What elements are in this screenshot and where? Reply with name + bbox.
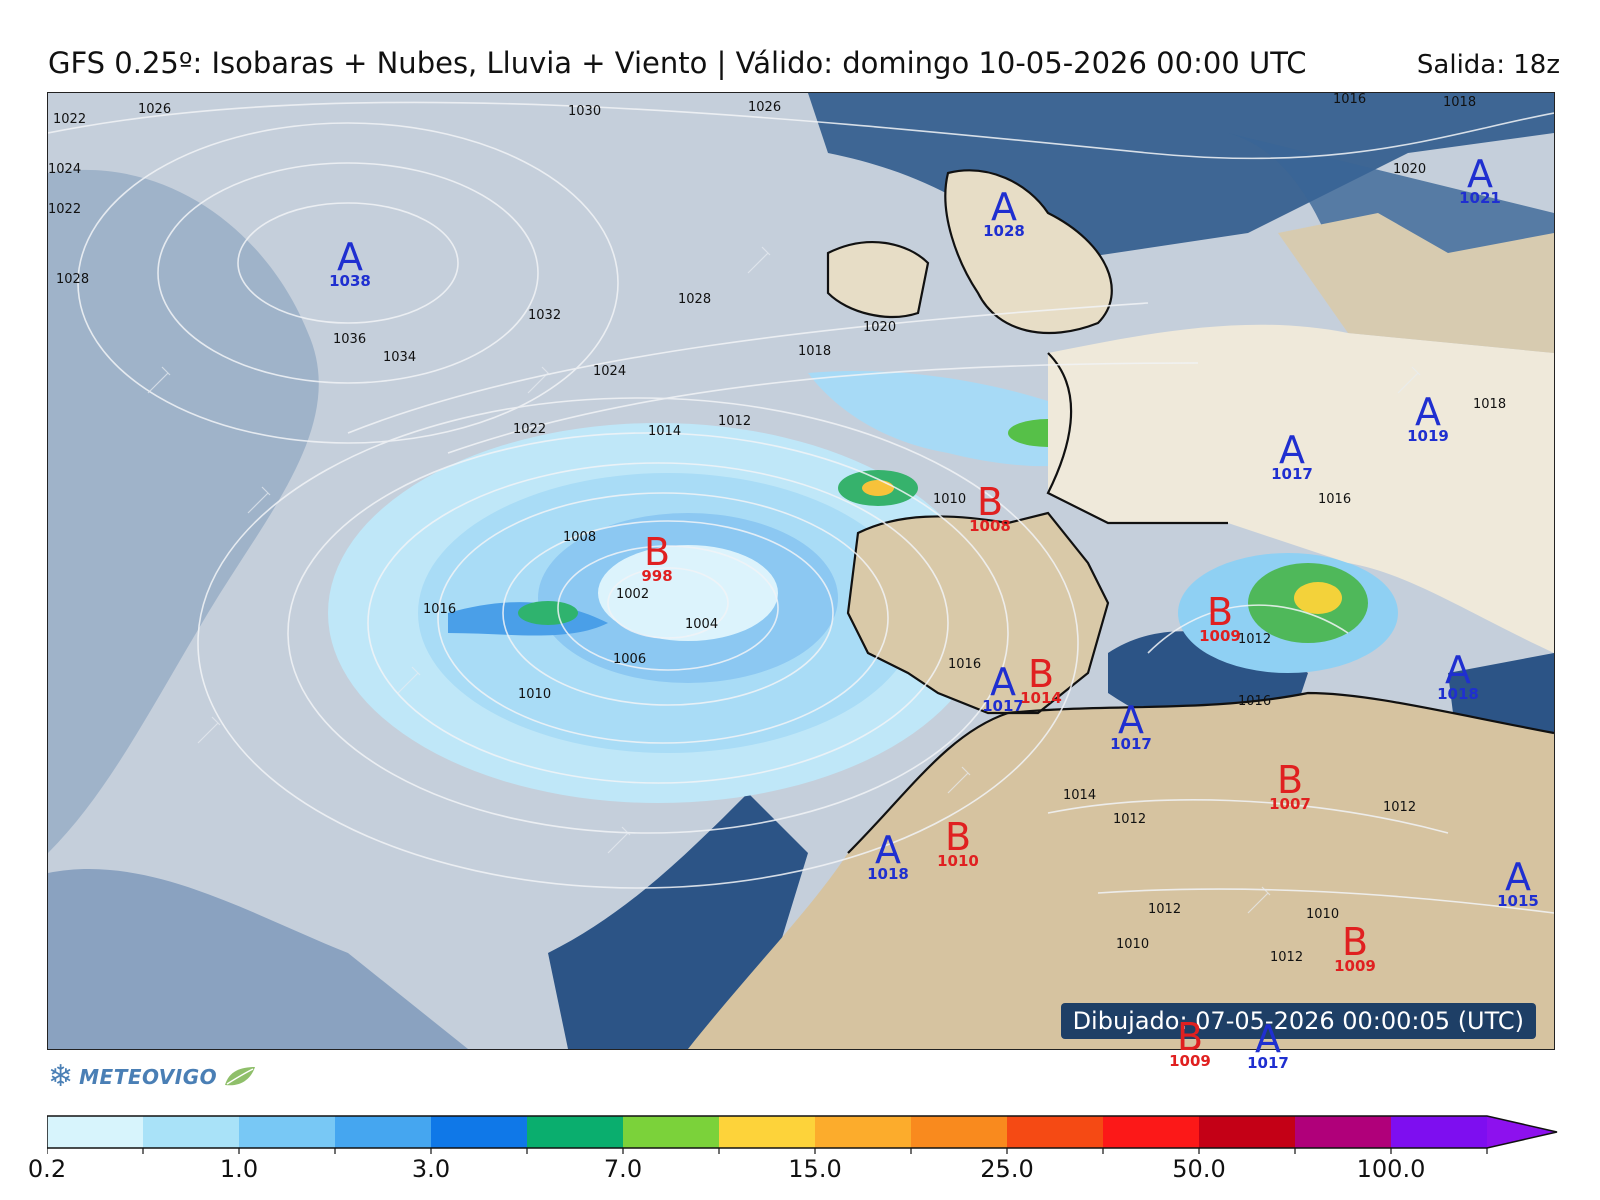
isobar-label: 1012 [1148,902,1181,917]
isobar-label: 1012 [1270,950,1303,965]
colorbar-cell [623,1116,719,1148]
high-pressure-center: A 1017 [1271,428,1313,483]
isobar-label: 1010 [933,492,966,507]
isobar-label: 1024 [48,162,81,177]
high-pressure-center: A 1018 [1437,648,1479,703]
low-pressure-center: B 1014 [1020,652,1062,707]
colorbar-cell [1007,1116,1103,1148]
colorbar-cell [1199,1116,1295,1148]
colorbar-extend-arrow [1487,1116,1557,1148]
high-pressure-center: A 1018 [867,828,909,883]
isobar-label: 1022 [48,202,81,217]
colorbar-cell [527,1116,623,1148]
low-pressure-center: B 1009 [1334,920,1376,975]
low-pressure-center: B 1009 [1169,1015,1211,1070]
isobar-label: 1016 [1318,492,1351,507]
map-canvas: 1022 1026 1030 1026 1022 1024 1028 1034 … [48,93,1554,1049]
isobar-label: 1016 [948,657,981,672]
high-pressure-center: A 1028 [983,185,1025,240]
low-pressure-center: B 1009 [1199,590,1241,645]
snowflake-icon: ❄ [48,1059,74,1094]
isobar-label: 1002 [616,587,649,602]
leaf-icon [225,1067,256,1086]
low-pressure-center: B 998 [641,530,673,585]
high-pressure-center: A 1021 [1459,152,1501,207]
low-pressure-center: B 1007 [1269,758,1311,813]
isobar-label: 1022 [53,112,86,127]
colorbar-cell [1295,1116,1391,1148]
meteovigo-logo: ❄ METEOVIGO [48,1062,257,1092]
colorbar-cell [815,1116,911,1148]
colorbar-tick-label: 7.0 [603,1155,643,1183]
colorbar-cell [47,1116,143,1148]
isobar-label: 1012 [1238,632,1271,647]
isobar-label: 1012 [718,414,751,429]
isobar-label: 1004 [685,617,718,632]
isobar-label: 1026 [748,100,781,115]
isobar-label: 1018 [1473,397,1506,412]
isobar-label: 1016 [1333,93,1366,107]
colorbar-tick-label: 100.0 [1356,1155,1426,1183]
drawn-timestamp: Dibujado: 07-05-2026 00:00:05 (UTC) [1060,1003,1536,1039]
colorbar-tick-label: 15.0 [788,1155,842,1183]
isobar-label: 1012 [1113,812,1146,827]
isobar-label: 1020 [1393,162,1426,177]
isobar-label: 1024 [593,364,626,379]
colorbar-tick-label: 25.0 [980,1155,1034,1183]
colorbar-cell [1391,1116,1487,1148]
colorbar-cell [1103,1116,1199,1148]
isobar-label: 1010 [1306,907,1339,922]
colorbar-tick-label: 3.0 [411,1155,451,1183]
colorbar-cell [335,1116,431,1148]
isobar-label: 1012 [1383,800,1416,815]
isobar-label: 1010 [518,687,551,702]
isobar-label: 1032 [528,308,561,323]
isobar-label: 1036 [333,332,366,347]
colorbar-tick-label: 1.0 [219,1155,259,1183]
colorbar-tick-label: 50.0 [1172,1155,1226,1183]
isobar-label: 1020 [863,320,896,335]
high-pressure-center: A 1038 [329,235,371,290]
isobar-label: 1016 [1238,694,1271,709]
colorbar-cell [431,1116,527,1148]
isobar-label: 1026 [138,102,171,117]
model-run-label: Salida: 18z [1416,50,1560,80]
isobar-label: 1016 [423,602,456,617]
isobar-label: 1028 [678,292,711,307]
isobar-label: 1018 [798,344,831,359]
isobar-label: 1022 [513,422,546,437]
isobar-label: 1028 [56,272,89,287]
isobar-label: 1034 [383,350,416,365]
isobar-label: 1008 [563,530,596,545]
high-pressure-center: A 1015 [1497,855,1539,910]
colorbar-cell [143,1116,239,1148]
map-title: GFS 0.25º: Isobaras + Nubes, Lluvia + Vi… [48,46,1307,80]
high-pressure-center: A 1017 [982,660,1024,715]
colorbar-tick-label: 0.2 [27,1155,67,1183]
isobar-label: 1014 [648,424,681,439]
colorbar-cell [911,1116,1007,1148]
isobar-label: 1006 [613,652,646,667]
weather-map: 1022 1026 1030 1026 1022 1024 1028 1034 … [47,92,1555,1050]
isobar-label: 1030 [568,104,601,119]
high-pressure-center: A 1019 [1407,390,1449,445]
isobar-label: 1014 [1063,788,1096,803]
low-pressure-center: B 1008 [969,480,1011,535]
high-pressure-center: A 1017 [1247,1017,1289,1072]
isobar-label: 1018 [1443,95,1476,110]
low-pressure-center: B 1010 [937,815,979,870]
colorbar-cell [239,1116,335,1148]
precipitation-colorbar [47,1115,1558,1154]
high-pressure-center: A 1017 [1110,698,1152,753]
isobar-label: 1010 [1116,937,1149,952]
colorbar-cell [719,1116,815,1148]
